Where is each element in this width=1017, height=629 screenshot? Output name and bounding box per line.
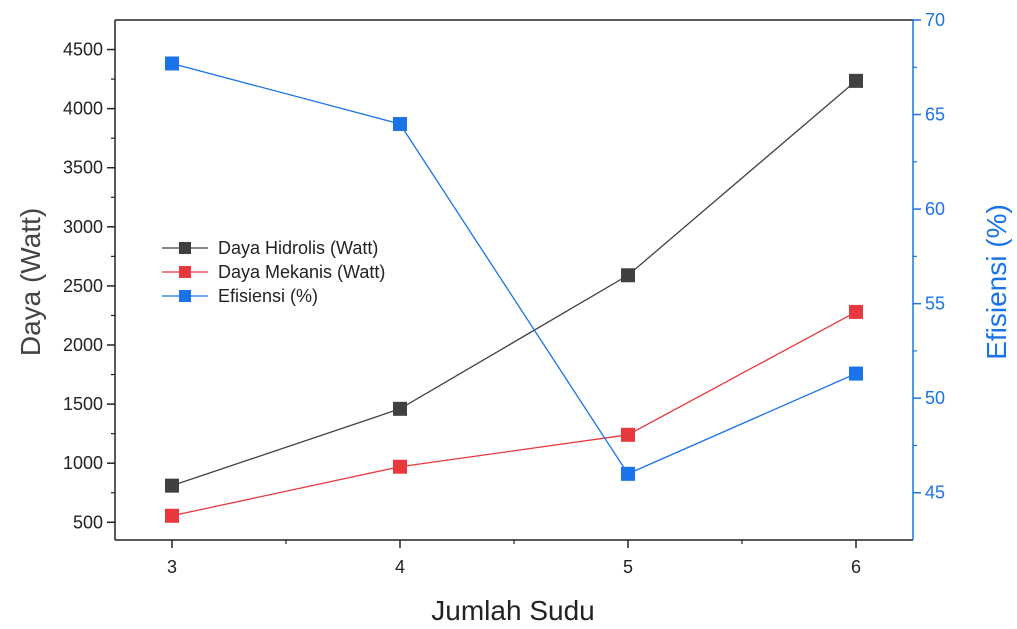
data-point-series-2 [849,304,863,319]
y-axis-right: 45 50 55 60 65 70 [913,10,945,503]
y-right-tick-label: 70 [925,10,945,30]
x-tick-label: 5 [623,557,633,577]
y-axis-right-title: Efisiensi (%) [981,204,1012,360]
y-right-tick-label: 60 [925,199,945,219]
y-left-tick-label: 2000 [63,335,103,355]
y-right-tick-label: 65 [925,105,945,125]
y-right-tick-label: 55 [925,294,945,314]
series-line-1 [171,80,857,487]
x-tick-label: 3 [167,557,177,577]
data-point-series-3 [393,117,407,131]
x-tick-label: 4 [395,557,405,577]
legend-marker [179,242,191,254]
data-point-series-1 [393,401,407,416]
x-axis-title: Jumlah Sudu [431,595,594,626]
plot-area [114,19,914,541]
y-left-tick-label: 3500 [63,158,103,178]
data-point-series-2 [165,508,179,523]
data-point-series-3 [165,56,179,71]
legend-label: Efisiensi (%) [218,286,318,306]
series-line-2 [171,311,857,517]
y-left-tick-label: 3000 [63,217,103,237]
legend-marker [179,290,191,302]
y-left-tick-label: 1000 [63,453,103,473]
data-point-series-3 [621,466,635,481]
data-point-series-3 [849,366,863,381]
data-point-series-1 [849,73,863,88]
x-tick-label: 6 [851,557,861,577]
legend: Daya Hidrolis (Watt) Daya Mekanis (Watt) E… [162,238,385,306]
y-right-tick-label: 50 [925,388,945,408]
legend-label: Daya Hidrolis (Watt) [218,238,378,258]
data-point-series-1 [621,268,635,283]
y-axis-left-title: Daya (Watt) [15,208,46,356]
y-axis-left: 500 1000 1500 2000 2500 3000 3500 4000 4500 [63,40,115,532]
data-point-series-1 [165,478,179,493]
data-point-series-2 [393,459,407,474]
x-axis: 3 4 5 6 [167,540,861,577]
y-left-tick-label: 500 [73,512,103,532]
series-layer [165,56,863,523]
y-left-tick-label: 1500 [63,394,103,414]
legend-marker [179,266,191,278]
y-right-tick-label: 45 [925,483,945,503]
legend-label: Daya Mekanis (Watt) [218,262,385,282]
y-left-tick-label: 2500 [63,276,103,296]
y-left-tick-label: 4000 [63,99,103,119]
data-point-series-2 [621,427,635,442]
y-left-tick-label: 4500 [63,40,103,60]
series-line-3 [171,62,857,475]
